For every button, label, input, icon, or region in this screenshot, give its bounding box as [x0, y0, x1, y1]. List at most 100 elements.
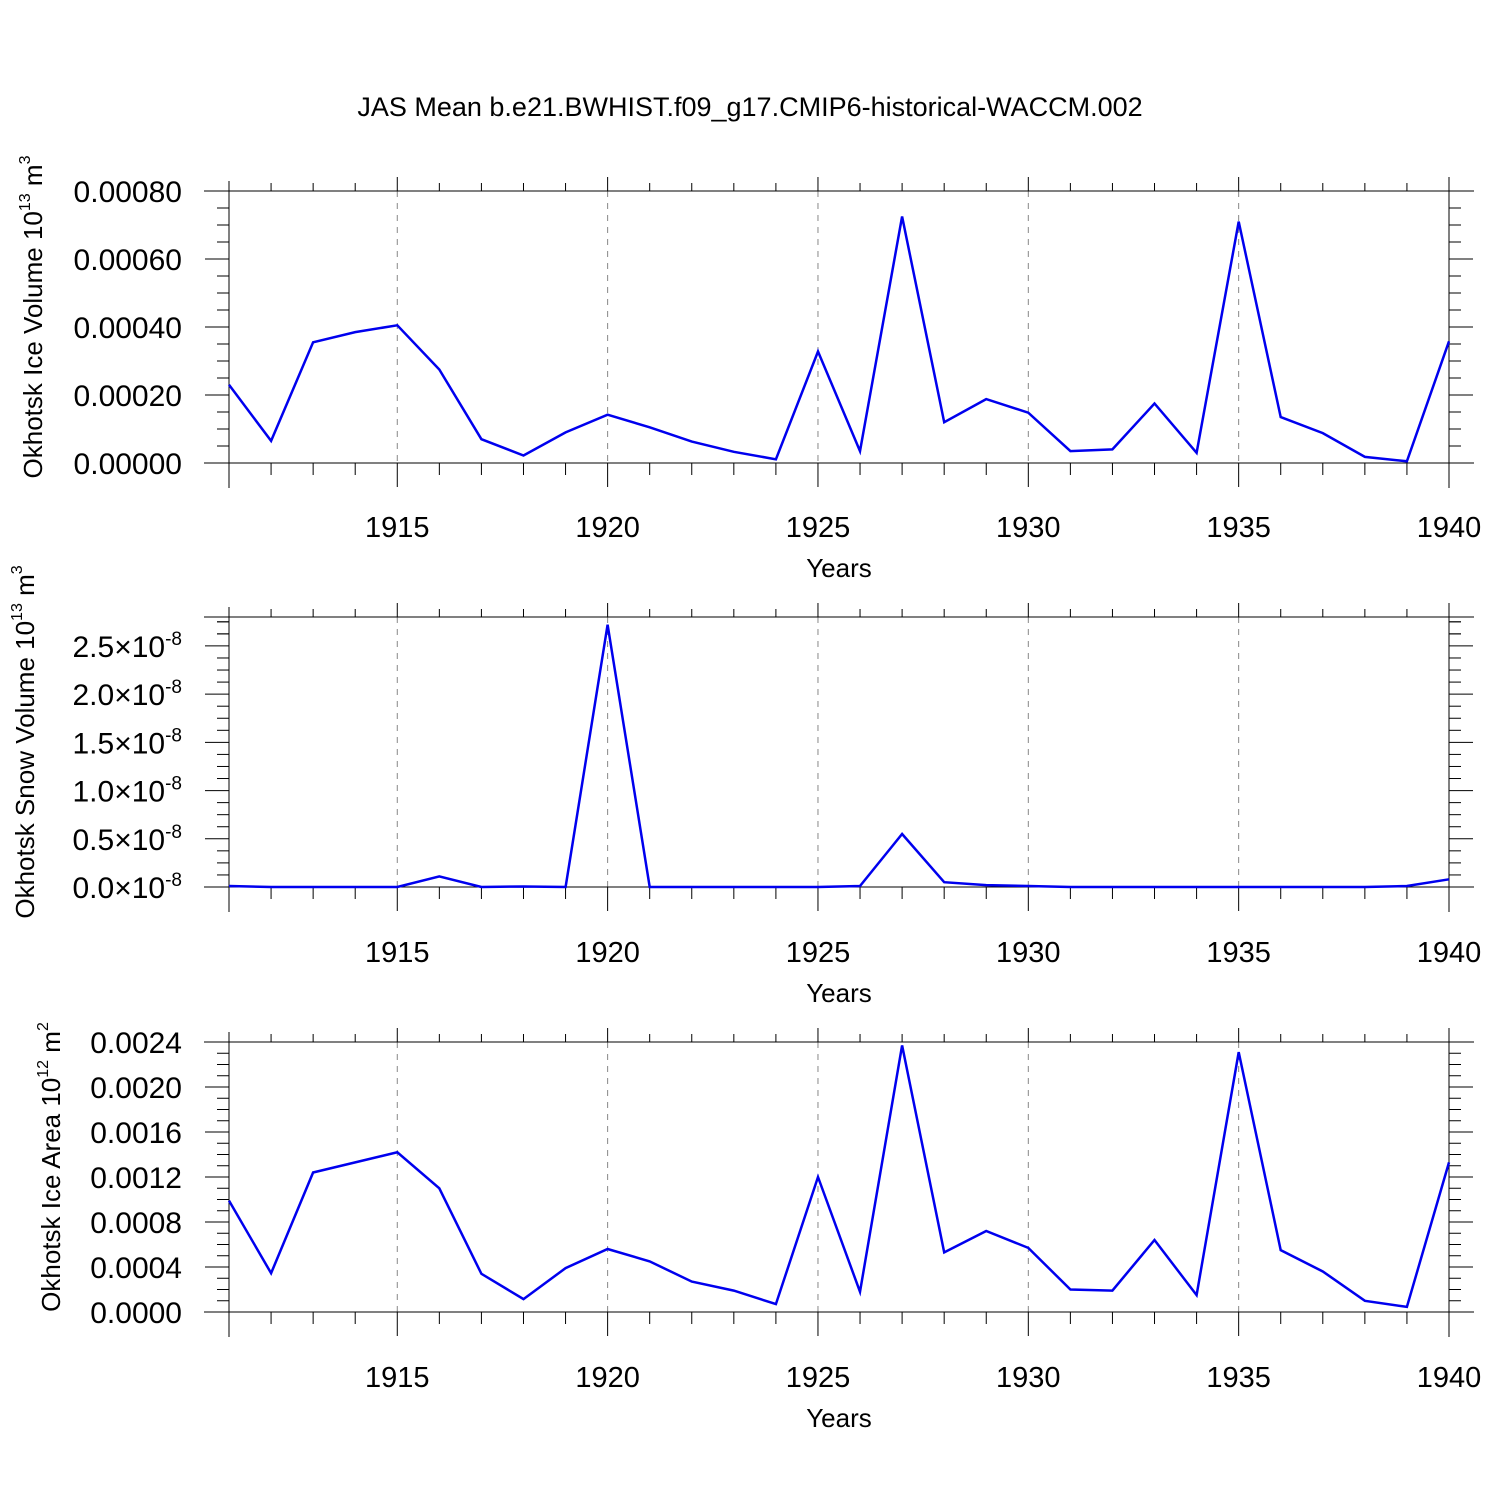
x-tick-label: 1920 [575, 1362, 640, 1394]
data-point [649, 426, 651, 428]
x-tick-label: 1935 [1206, 937, 1271, 969]
data-point [649, 886, 651, 888]
y-tick-label: 1.5×10-8 [72, 725, 182, 760]
data-point [1027, 1247, 1029, 1249]
data-point [1196, 886, 1198, 888]
data-point [270, 886, 272, 888]
y-tick-label: 0.0024 [90, 1027, 182, 1060]
data-point [733, 886, 735, 888]
data-point [1364, 456, 1366, 458]
x-tick-label: 1935 [1206, 1362, 1271, 1394]
y-tick-label: 0.00080 [74, 176, 182, 209]
data-point [438, 875, 440, 877]
data-point [228, 1200, 230, 1202]
y-tick-label: 0.0004 [90, 1252, 182, 1285]
y-tick-label: 0.0020 [90, 1072, 182, 1105]
data-point [775, 1303, 777, 1305]
data-point [607, 624, 609, 626]
data-point [1238, 886, 1240, 888]
data-point [522, 455, 524, 457]
y-tick-label: 0.0×10-8 [72, 870, 182, 905]
data-point [943, 881, 945, 883]
y-tick-label: 0.0000 [90, 1297, 182, 1330]
x-tick-label: 1925 [786, 1362, 851, 1394]
data-point [775, 886, 777, 888]
data-point [396, 324, 398, 326]
data-point [943, 1251, 945, 1253]
data-point [859, 1291, 861, 1293]
data-point [1027, 412, 1029, 414]
data-point [859, 450, 861, 452]
data-point [1322, 1271, 1324, 1273]
x-tick-label: 1940 [1417, 1362, 1482, 1394]
x-axis-title: Years [806, 553, 872, 583]
data-point [733, 451, 735, 453]
data-point [354, 1161, 356, 1163]
x-axis-title: Years [806, 978, 872, 1008]
data-point [859, 885, 861, 887]
data-point [817, 886, 819, 888]
y-axis-title: Okhotsk Ice Area 1012 m2 [35, 1022, 66, 1312]
x-tick-label: 1925 [786, 512, 851, 544]
data-point [1069, 886, 1071, 888]
data-point [1196, 452, 1198, 454]
series-line [228, 216, 1451, 463]
data-point [1448, 1161, 1450, 1163]
data-point [1069, 1289, 1071, 1291]
x-tick-label: 1930 [996, 512, 1061, 544]
data-point [522, 1298, 524, 1300]
x-tick-label: 1940 [1417, 512, 1482, 544]
data-point [480, 886, 482, 888]
data-point [1364, 886, 1366, 888]
data-point [1322, 886, 1324, 888]
data-point [775, 458, 777, 460]
x-tick-label: 1915 [365, 1362, 430, 1394]
data-point [565, 431, 567, 433]
data-point [733, 1290, 735, 1292]
data-point [1406, 1306, 1408, 1308]
data-point [1238, 1051, 1240, 1053]
y-tick-label: 0.00040 [74, 312, 182, 345]
x-tick-label: 1925 [786, 937, 851, 969]
data-point [1111, 448, 1113, 450]
data-point [1238, 221, 1240, 223]
x-tick-label: 1915 [365, 937, 430, 969]
data-point [480, 1273, 482, 1275]
data-point [1280, 886, 1282, 888]
data-point [985, 1230, 987, 1232]
data-point [943, 421, 945, 423]
data-point [1154, 403, 1156, 405]
data-point [228, 885, 230, 887]
y-tick-label: 0.5×10-8 [72, 822, 182, 857]
x-tick-label: 1930 [996, 937, 1061, 969]
panel-ice-area: 1915 1920 1925 1930 1935 1940 Years 0.0000 0.000… [35, 1022, 1481, 1433]
data-point [312, 886, 314, 888]
data-point [1280, 1249, 1282, 1251]
data-point [691, 441, 693, 443]
data-point [1322, 432, 1324, 434]
y-tick-label: 0.00060 [74, 244, 182, 277]
y-tick-label: 0.00000 [74, 448, 182, 481]
data-point [1406, 460, 1408, 462]
data-point [270, 1272, 272, 1274]
data-point [901, 1044, 903, 1046]
data-point [438, 1187, 440, 1189]
x-axis-title: Years [806, 1403, 872, 1433]
figure-title: JAS Mean b.e21.BWHIST.f09_g17.CMIP6-hist… [357, 92, 1142, 122]
data-point [438, 369, 440, 371]
data-point [817, 1176, 819, 1178]
y-tick-label: 1.0×10-8 [72, 774, 182, 809]
panel-ice-volume: 1915 1920 1925 1930 1935 1940 Years 0.00000 0.00… [17, 155, 1481, 583]
data-point [691, 1281, 693, 1283]
y-axis-title: Okhotsk Snow Volume 1013 m3 [9, 565, 40, 918]
data-point [1448, 878, 1450, 880]
data-point [1111, 886, 1113, 888]
y-axis-title: Okhotsk Ice Volume 1013 m3 [17, 155, 48, 478]
data-point [1406, 885, 1408, 887]
x-tick-label: 1915 [365, 512, 430, 544]
data-point [1280, 416, 1282, 418]
y-tick-label: 2.5×10-8 [72, 629, 182, 664]
y-tick-label: 0.0012 [90, 1162, 182, 1195]
data-point [354, 331, 356, 333]
data-point [312, 341, 314, 343]
